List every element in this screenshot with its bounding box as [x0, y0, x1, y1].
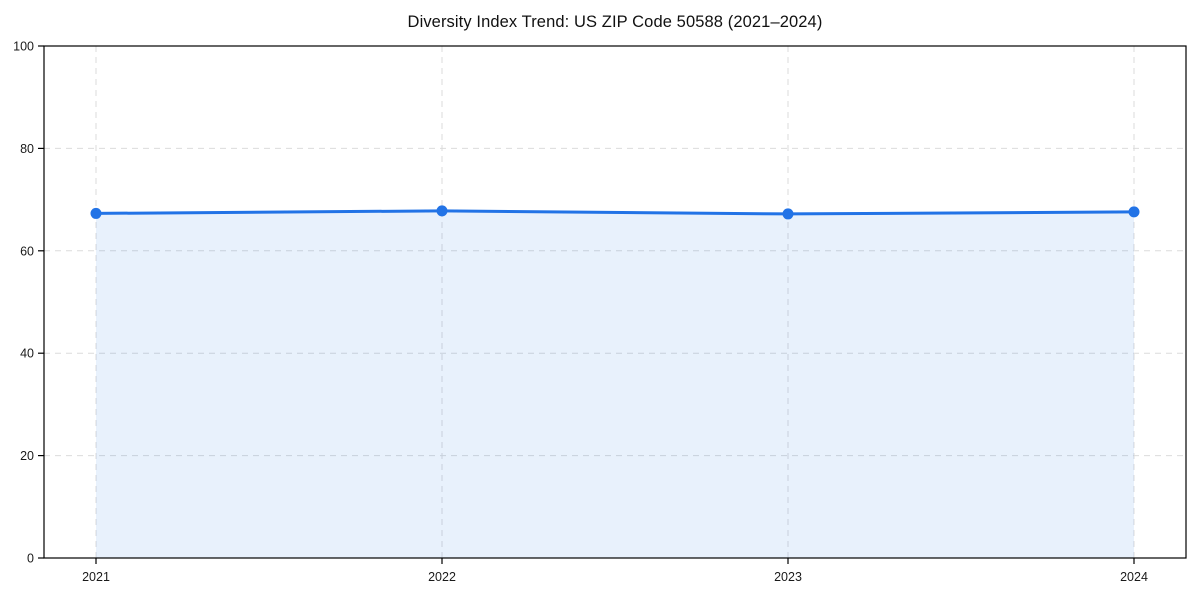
x-tick-label: 2023 — [774, 570, 802, 584]
y-tick-label: 60 — [20, 244, 34, 258]
plot-frame — [43, 45, 1187, 559]
x-tick-label: 2024 — [1120, 570, 1148, 584]
y-tick-label: 100 — [13, 40, 34, 54]
trend-line — [94, 209, 1136, 216]
y-tick-label: 40 — [20, 347, 34, 361]
chart-title: Diversity Index Trend: US ZIP Code 50588… — [407, 13, 823, 31]
data-point-2024 — [1128, 206, 1140, 218]
data-point-2022 — [436, 205, 448, 217]
y-tick-label: 20 — [20, 449, 34, 463]
data-point-2021 — [90, 207, 102, 219]
area-fill — [96, 210, 1134, 558]
data-point-2023 — [782, 208, 794, 220]
y-tick-label: 80 — [20, 142, 34, 156]
y-tick-label: 0 — [27, 552, 34, 566]
x-tick-label: 2021 — [82, 570, 110, 584]
x-tick-label: 2022 — [428, 570, 456, 584]
